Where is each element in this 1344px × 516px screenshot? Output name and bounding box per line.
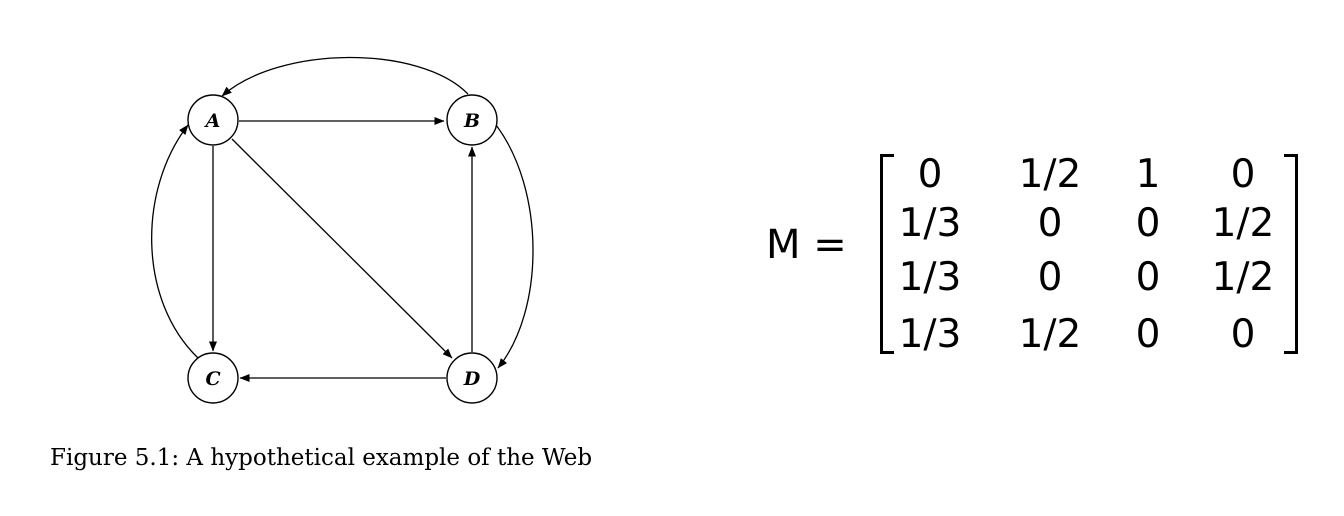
node-c: C [187,352,239,404]
matrix-cell: 0 [1230,312,1256,357]
matrix-cell: 1/2 [1018,152,1082,197]
matrix-cell: 0 [1135,312,1161,357]
matrix-label: M = [766,222,847,268]
matrix-row-3: 1/3 0 0 1/2 [880,253,1298,311]
matrix-cell: 1 [1135,152,1161,197]
matrix-cell: 1/2 [1211,201,1275,246]
matrix-cell: 1/3 [898,255,962,300]
edge-b-to-d [495,124,534,369]
matrix-cell: 0 [1230,152,1256,197]
matrix-cell: 1/2 [1018,312,1082,357]
node-d: D [446,352,498,404]
matrix-cell: 0 [1135,201,1161,246]
node-d-label: D [463,368,481,390]
figure-caption: Figure 5.1: A hypothetical example of th… [50,445,593,471]
matrix-cell: 0 [1037,201,1063,246]
edge-c-to-a [151,124,199,359]
matrix-right-bracket [1284,154,1298,354]
node-c-label: C [205,368,220,390]
matrix-row-4: 1/3 1/2 0 0 [880,310,1298,368]
matrix-cell: 1/2 [1211,255,1275,300]
edge-b-to-a [221,56,469,97]
web-graph-diagram: A B C D [151,56,534,404]
matrix-left-bracket [880,154,894,354]
matrix-cell: 0 [1037,255,1063,300]
matrix-cell: 1/3 [898,312,962,357]
matrix-cell: 0 [917,152,943,197]
matrix-row-1: 0 1/2 1 0 [880,150,1298,208]
node-b: B [446,94,498,146]
node-b-label: B [463,110,480,132]
node-a-label: A [204,110,221,132]
matrix-cell: 1/3 [898,201,962,246]
matrix-cell: 0 [1135,255,1161,300]
edge-a-to-d [231,138,453,359]
matrix-row-2: 1/3 0 0 1/2 [880,199,1298,257]
node-a: A [187,94,239,146]
transition-matrix: 0 1/2 1 0 1/3 0 0 1/2 1/3 0 0 1/2 1/3 1/… [880,150,1298,357]
